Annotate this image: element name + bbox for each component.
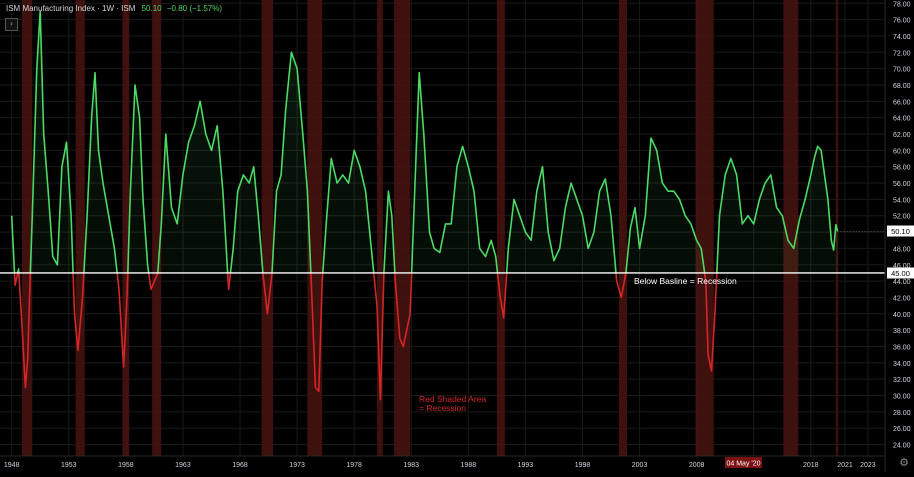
date-tag: 04 May '20 [726,460,760,467]
baseline-note: Below Basline = Recession [634,276,737,286]
area-fill-above [11,11,838,273]
y-tick-label: 68.00 [893,83,911,90]
y-tick-label: 66.00 [893,99,911,106]
baseline-tag: 45.00 [891,269,910,278]
last-price-tag: 50.10 [891,227,910,236]
y-tick-label: 64.00 [893,116,911,123]
y-tick-label: 76.00 [893,18,911,25]
x-tick-label: 2018 [803,462,819,469]
chart-legend[interactable]: ISM Manufacturing Index · 1W · ISM 50.10… [6,4,222,13]
y-tick-label: 58.00 [893,165,911,172]
y-tick-label: 24.00 [893,443,911,450]
recession-bands [21,0,839,456]
x-tick-label: 1993 [518,462,534,469]
y-tick-label: 32.00 [893,377,911,384]
x-tick-label: 1963 [175,462,191,469]
y-tick-label: 48.00 [893,246,911,253]
recession-band [261,0,274,456]
y-tick-label: 38.00 [893,328,911,335]
y-tick-label: 26.00 [893,426,911,433]
series-line-below [13,272,718,401]
chevron-right-icon[interactable]: › [5,18,18,31]
baseline-tag-bg [887,267,914,279]
value-change: −0.80 (−1.57%) [166,4,223,13]
recession-band [394,0,411,456]
recession-band [21,0,33,456]
y-tick-label: 70.00 [893,67,911,74]
y-tick-label: 60.00 [893,148,911,155]
recession-band [307,0,323,456]
x-tick-label: 2021 [837,462,853,469]
price-tags: 50.10 45.00 04 May '20 [725,225,914,468]
series-lines [10,10,839,401]
y-tick-label: 30.00 [893,394,911,401]
y-tick-label: 34.00 [893,361,911,368]
recession-note-line2: = Recession [419,403,466,413]
symbol-label[interactable]: ISM Manufacturing Index · 1W · ISM [6,4,136,13]
y-tick-label: 42.00 [893,295,911,302]
recession-band [122,0,130,456]
y-tick-label: 54.00 [893,197,911,204]
y-tick-label: 36.00 [893,344,911,351]
recession-band [783,0,799,456]
x-tick-label: 2023 [860,462,876,469]
y-tick-label: 56.00 [893,181,911,188]
y-tick-label: 28.00 [893,410,911,417]
y-tick-label: 74.00 [893,34,911,41]
recession-band [619,0,628,456]
x-tick-label: 1968 [232,462,248,469]
x-tick-label: 1988 [461,462,477,469]
y-tick-label: 72.00 [893,50,911,57]
y-tick-label: 44.00 [893,279,911,286]
recession-band [152,0,162,456]
recession-band [377,0,383,456]
y-tick-label: 52.00 [893,214,911,221]
date-tag-bg [725,457,762,468]
recession-band [75,0,85,456]
x-tick-label: 1958 [118,462,134,469]
y-tick-label: 62.00 [893,132,911,139]
annotations: Below Basline = Recession Red Shaded Are… [419,276,737,413]
recession-band [695,0,714,456]
x-tick-label: 1978 [346,462,362,469]
y-tick-label: 46.00 [893,263,911,270]
x-tick-label: 1998 [575,462,591,469]
x-tick-label: 1973 [289,462,305,469]
x-tick-label: 1953 [61,462,77,469]
area-fill [11,11,838,273]
last-value: 50.10 [141,4,162,13]
x-tick-label: 1983 [403,462,419,469]
x-tick-label: 2008 [689,462,705,469]
gear-icon[interactable]: ⚙ [899,457,909,469]
x-tick-label: 1948 [4,462,20,469]
x-tick-label: 2003 [632,462,648,469]
last-price-tag-bg [887,225,914,237]
recession-note-line1: Red Shaded Area [419,394,486,404]
y-tick-label: 78.00 [893,1,911,8]
recession-band [496,0,505,456]
y-tick-label: 40.00 [893,312,911,319]
